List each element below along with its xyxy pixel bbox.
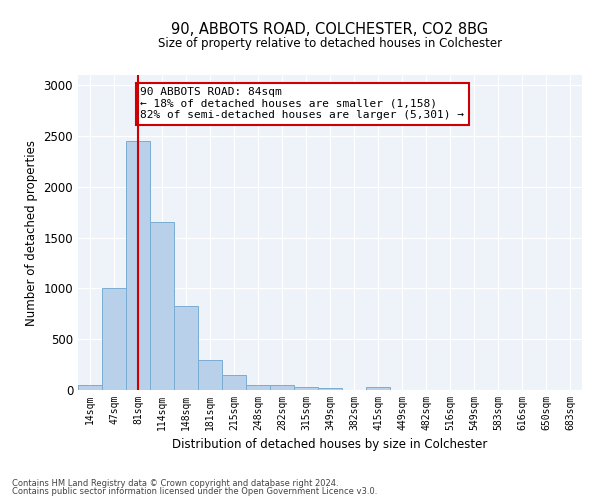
Text: 90, ABBOTS ROAD, COLCHESTER, CO2 8BG: 90, ABBOTS ROAD, COLCHESTER, CO2 8BG: [172, 22, 488, 38]
Bar: [246, 385, 270, 390]
Text: Size of property relative to detached houses in Colchester: Size of property relative to detached ho…: [158, 38, 502, 51]
Bar: [318, 388, 342, 390]
Bar: [198, 360, 222, 390]
X-axis label: Distribution of detached houses by size in Colchester: Distribution of detached houses by size …: [172, 438, 488, 452]
Bar: [270, 385, 294, 390]
Bar: [222, 375, 246, 390]
Bar: [150, 222, 174, 390]
Bar: [366, 387, 390, 390]
Bar: [126, 141, 150, 390]
Bar: [78, 385, 102, 390]
Bar: [102, 288, 126, 390]
Y-axis label: Number of detached properties: Number of detached properties: [25, 140, 38, 326]
Bar: [174, 306, 198, 390]
Text: Contains public sector information licensed under the Open Government Licence v3: Contains public sector information licen…: [12, 487, 377, 496]
Text: Contains HM Land Registry data © Crown copyright and database right 2024.: Contains HM Land Registry data © Crown c…: [12, 478, 338, 488]
Bar: [294, 387, 318, 390]
Text: 90 ABBOTS ROAD: 84sqm
← 18% of detached houses are smaller (1,158)
82% of semi-d: 90 ABBOTS ROAD: 84sqm ← 18% of detached …: [140, 87, 464, 120]
